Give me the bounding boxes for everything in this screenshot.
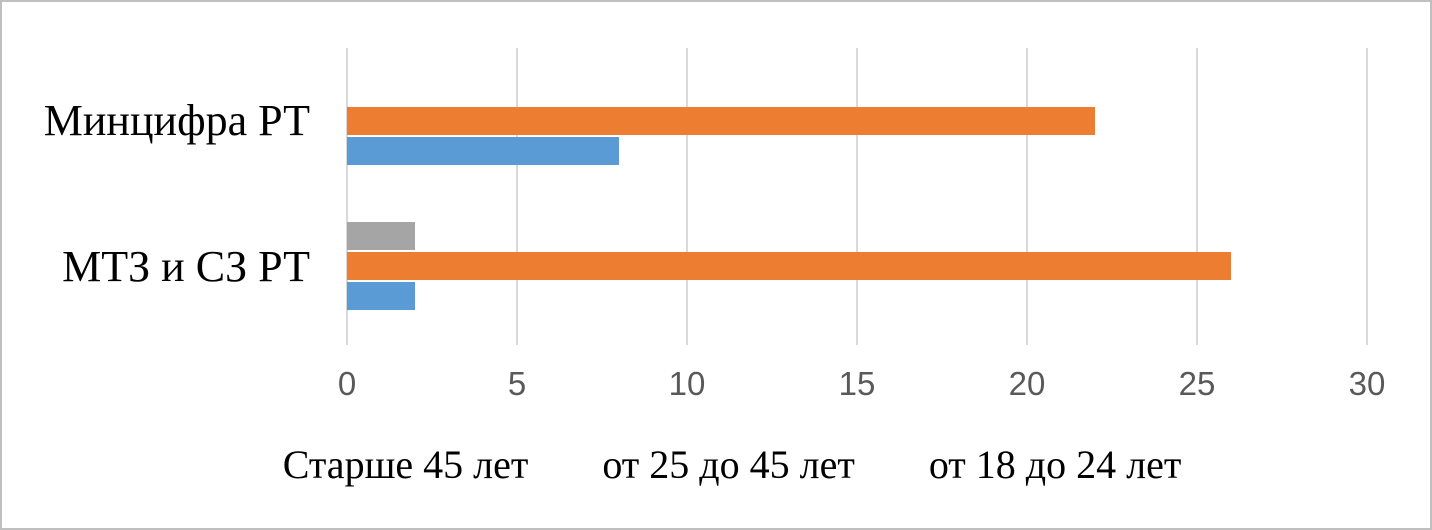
bar-0-series-1 (347, 106, 1095, 135)
x-axis-tick-label-0: 0 (337, 365, 357, 402)
category-label-mintsifra-rt: Минцифра РТ (43, 96, 310, 145)
legend-swatch-orange-icon (570, 453, 594, 477)
legend-label-18-24: от 18 до 24 лет (928, 442, 1182, 487)
gridline-x-15 (856, 48, 858, 345)
legend-label-over-45: Старше 45 лет (282, 442, 529, 487)
gridline-x-10 (686, 48, 688, 345)
x-axis-tick-label-15: 15 (838, 365, 876, 402)
bar-1-series-2 (347, 282, 415, 311)
gridline-x-25 (1196, 48, 1198, 345)
bar-1-series-0 (347, 222, 415, 251)
x-axis-tick-label-10: 10 (668, 365, 706, 402)
legend-item-18-24: от 18 до 24 лет (897, 445, 1182, 485)
x-axis-tick-label-25: 25 (1178, 365, 1216, 402)
legend-item-25-45: от 25 до 45 лет (570, 445, 855, 485)
gridline-x-30 (1366, 48, 1368, 345)
x-axis-tick-label-5: 5 (507, 365, 527, 402)
x-axis-tick-label-20: 20 (1008, 365, 1046, 402)
gridline-x-20 (1026, 48, 1028, 345)
bar-1-series-1 (347, 252, 1231, 281)
legend-label-25-45: от 25 до 45 лет (602, 442, 855, 487)
legend-item-over-45: Старше 45 лет (251, 445, 529, 485)
chart-legend: Старше 45 лет от 25 до 45 лет от 18 до 2… (2, 445, 1430, 485)
legend-swatch-gray-icon (251, 453, 275, 477)
gridline-x-5 (516, 48, 518, 345)
category-label-mtz-i-sz-rt: МТЗ и СЗ РТ (62, 242, 310, 291)
x-axis-tick-label-30: 30 (1348, 365, 1386, 402)
bar-0-series-2 (347, 136, 619, 165)
legend-swatch-blue-icon (897, 453, 921, 477)
gridline-x-0 (346, 48, 348, 345)
